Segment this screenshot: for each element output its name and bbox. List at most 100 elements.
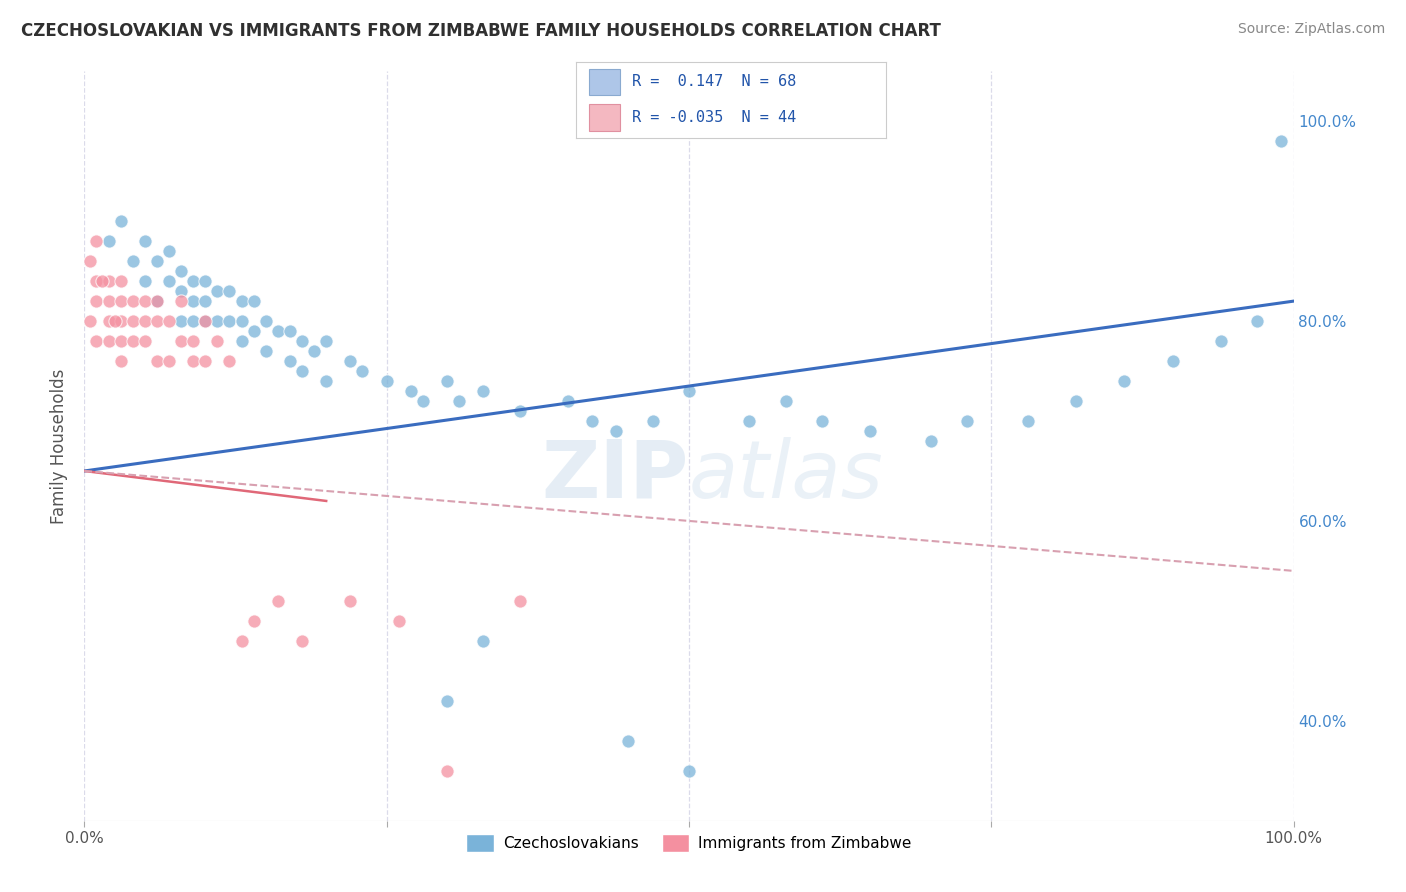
Point (678, 764, 700, 778)
Point (254, 314, 277, 328)
Point (146, 294, 169, 309)
Point (181, 294, 204, 309)
Text: ZIP: ZIP (541, 437, 689, 515)
Point (242, 324, 264, 338)
Point (79, 254, 101, 268)
Point (181, 274, 204, 288)
Point (110, 354, 132, 368)
Point (86, 294, 108, 309)
Point (170, 334, 193, 348)
Point (617, 733, 640, 747)
Point (86, 234, 108, 248)
Text: R =  0.147  N = 68: R = 0.147 N = 68 (633, 74, 796, 89)
Point (231, 314, 253, 328)
Point (242, 614, 264, 628)
Point (291, 334, 314, 348)
Point (581, 414, 603, 428)
Point (104, 314, 127, 328)
Point (110, 214, 132, 228)
Point (231, 633, 253, 648)
Point (738, 414, 761, 428)
Point (170, 294, 193, 309)
Point (194, 314, 217, 328)
Point (315, 334, 337, 348)
Point (231, 334, 253, 348)
Point (352, 364, 374, 378)
Point (207, 334, 229, 348)
Point (170, 284, 193, 298)
Point (1209, 334, 1232, 348)
Point (218, 284, 240, 298)
Point (775, 394, 797, 409)
Bar (589, 104, 620, 130)
Point (157, 314, 180, 328)
Point (315, 374, 337, 388)
Point (1017, 414, 1039, 428)
Text: CZECHOSLOVAKIAN VS IMMIGRANTS FROM ZIMBABWE FAMILY HOUSEHOLDS CORRELATION CHART: CZECHOSLOVAKIAN VS IMMIGRANTS FROM ZIMBA… (21, 22, 941, 40)
Point (157, 244, 180, 259)
Point (449, 394, 471, 409)
Point (436, 764, 458, 778)
Point (146, 354, 169, 368)
Point (110, 294, 132, 309)
Point (86, 274, 108, 288)
Point (436, 694, 458, 708)
Point (121, 314, 143, 328)
Point (254, 344, 277, 359)
Point (920, 434, 942, 448)
Point (97, 314, 120, 328)
Point (291, 633, 314, 648)
Point (1114, 374, 1136, 388)
Point (242, 294, 264, 309)
Point (472, 633, 495, 648)
Point (1161, 354, 1184, 368)
Point (956, 414, 979, 428)
Point (436, 374, 458, 388)
Point (472, 384, 495, 398)
Point (97, 274, 120, 288)
Point (509, 404, 531, 418)
Point (121, 334, 143, 348)
Point (302, 344, 325, 359)
Text: R = -0.035  N = 44: R = -0.035 N = 44 (633, 110, 796, 125)
Point (388, 614, 411, 628)
Point (121, 254, 143, 268)
Point (97, 234, 120, 248)
Text: atlas: atlas (689, 437, 884, 515)
Point (134, 234, 156, 248)
Point (146, 314, 169, 328)
Point (1064, 394, 1087, 409)
Point (97, 294, 120, 309)
Point (1246, 314, 1268, 328)
Point (97, 334, 120, 348)
Point (1270, 134, 1292, 148)
Text: Source: ZipAtlas.com: Source: ZipAtlas.com (1237, 22, 1385, 37)
Point (170, 314, 193, 328)
Point (339, 354, 361, 368)
Point (859, 424, 882, 438)
Y-axis label: Family Households: Family Households (49, 368, 67, 524)
Point (207, 314, 229, 328)
Point (412, 394, 434, 409)
Point (267, 324, 290, 338)
Point (134, 274, 156, 288)
Point (110, 334, 132, 348)
Point (121, 294, 143, 309)
Point (134, 334, 156, 348)
Point (509, 594, 531, 608)
Point (641, 414, 664, 428)
Point (194, 354, 217, 368)
Point (79, 314, 101, 328)
Point (110, 274, 132, 288)
Bar (589, 69, 620, 95)
Point (399, 384, 422, 398)
Point (375, 374, 398, 388)
Point (181, 354, 204, 368)
Point (557, 394, 579, 409)
Point (134, 294, 156, 309)
Point (146, 294, 169, 309)
Point (157, 274, 180, 288)
Point (339, 594, 361, 608)
Point (231, 294, 253, 309)
Point (605, 424, 627, 438)
